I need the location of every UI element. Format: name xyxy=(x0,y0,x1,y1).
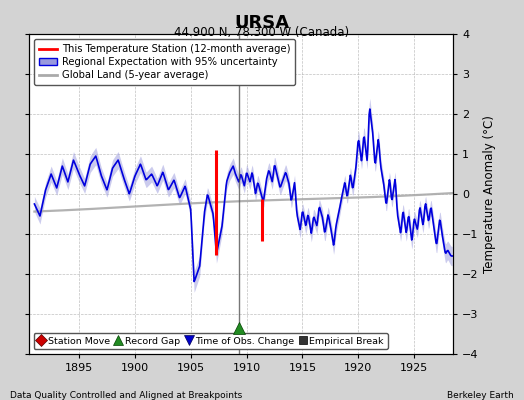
Legend: Station Move, Record Gap, Time of Obs. Change, Empirical Break: Station Move, Record Gap, Time of Obs. C… xyxy=(34,333,388,349)
Text: 44.900 N, 78.300 W (Canada): 44.900 N, 78.300 W (Canada) xyxy=(174,26,350,39)
Text: Berkeley Earth: Berkeley Earth xyxy=(447,391,514,400)
Text: Data Quality Controlled and Aligned at Breakpoints: Data Quality Controlled and Aligned at B… xyxy=(10,391,243,400)
Y-axis label: Temperature Anomaly (°C): Temperature Anomaly (°C) xyxy=(483,115,496,273)
Text: URSA: URSA xyxy=(234,14,290,32)
